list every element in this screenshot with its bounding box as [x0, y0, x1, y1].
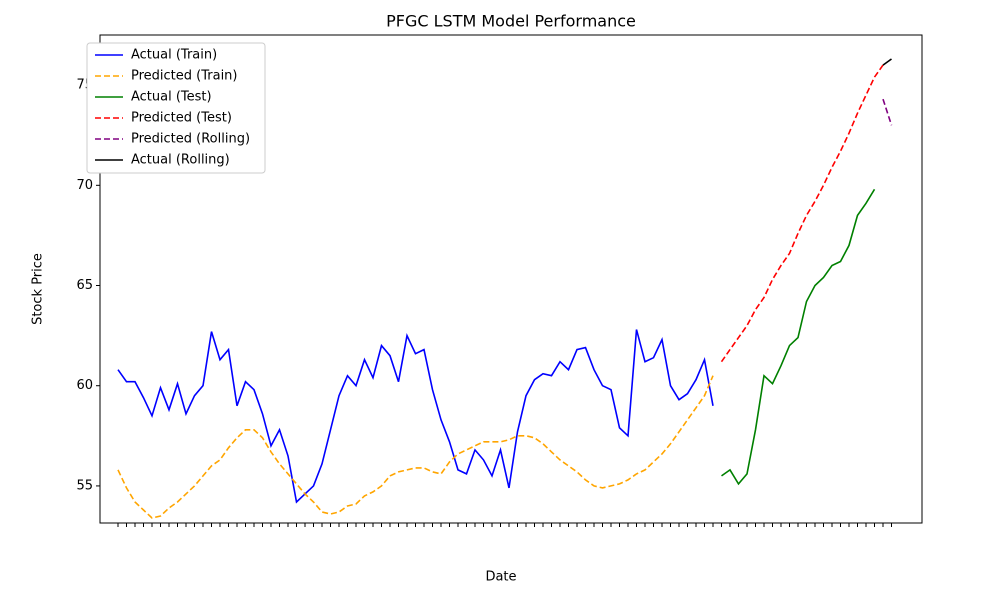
y-tick-label: 55: [76, 478, 93, 493]
legend-label: Actual (Train): [131, 48, 217, 63]
series-line: [117, 329, 714, 504]
series-line: [117, 375, 714, 519]
chart-title: PFGC LSTM Model Performance: [386, 12, 636, 31]
series-line: [720, 64, 884, 363]
legend-label: Predicted (Test): [131, 111, 232, 126]
legend-label: Actual (Rolling): [131, 153, 230, 168]
y-axis-label: Stock Price: [31, 253, 46, 325]
y-tick-label: 70: [76, 178, 93, 193]
legend-label: Predicted (Rolling): [131, 132, 250, 147]
plot-frame: [99, 34, 923, 524]
series-line: [882, 58, 892, 66]
series-line: [882, 98, 893, 126]
legend-box: [86, 42, 266, 174]
y-tick-label: 60: [76, 378, 93, 393]
series-line: [721, 188, 876, 486]
legend-label: Actual (Test): [131, 90, 212, 105]
legend-label: Predicted (Train): [131, 69, 238, 84]
x-axis-label: Date: [485, 570, 516, 585]
y-tick-label: 65: [76, 278, 93, 293]
